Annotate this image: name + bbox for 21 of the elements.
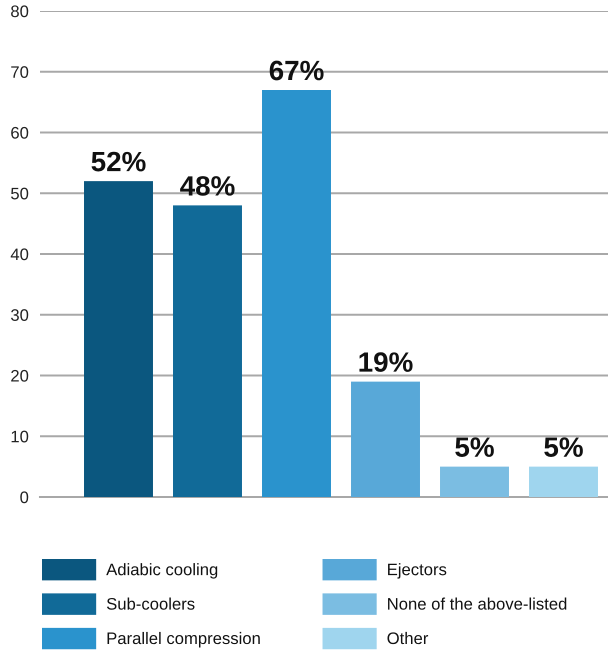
legend-label: Parallel compression: [108, 632, 260, 648]
y-tick-label: 40: [10, 248, 28, 260]
data-label: 67%: [270, 60, 324, 80]
y-tick-label: 80: [11, 5, 28, 18]
legend-label: Sub-coolers: [106, 598, 194, 610]
y-tick-label: 0: [20, 491, 28, 504]
data-label: 19%: [359, 352, 413, 372]
y-tick-label: 10: [12, 430, 28, 442]
y-tick-label: 30: [10, 309, 28, 321]
legend-label: Ejectors: [388, 563, 446, 579]
legend-label: Adiabic cooling: [106, 563, 218, 579]
y-tick-label: 60: [11, 126, 28, 139]
legend-label: Other: [387, 632, 428, 644]
legend-label: None of the above-listed: [388, 598, 566, 610]
y-tick-label: 50: [11, 188, 28, 200]
data-label: 5%: [544, 437, 583, 457]
y-tick-label: 20: [11, 370, 28, 382]
y-tick-label: 70: [11, 66, 28, 78]
data-label: 48%: [180, 176, 235, 196]
data-label: 5%: [455, 437, 494, 457]
data-label: 52%: [92, 152, 146, 172]
